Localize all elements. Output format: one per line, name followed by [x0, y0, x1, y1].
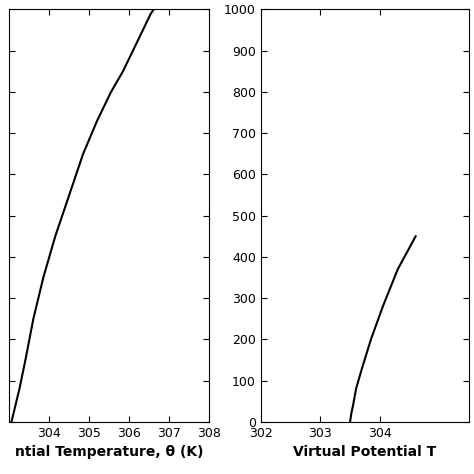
X-axis label: Virtual Potential T: Virtual Potential T — [293, 445, 437, 459]
X-axis label: ntial Temperature, θ (K): ntial Temperature, θ (K) — [15, 445, 203, 459]
